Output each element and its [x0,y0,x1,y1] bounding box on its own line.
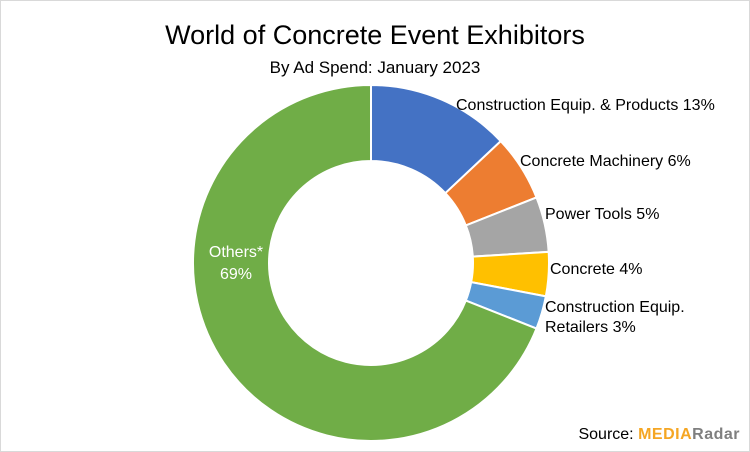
slice-others [192,83,538,442]
slice-label-others: Others* 69% [209,244,263,283]
donut-slices [192,83,550,442]
chart-title: World of Concrete Event Exhibitors [165,20,585,50]
slice-label-construction-equip-products: Construction Equip. & Products 13% [456,97,715,114]
chart-subtitle: By Ad Spend: January 2023 [269,58,481,77]
slice-label-concrete-machinery: Concrete Machinery 6% [520,153,691,170]
source-label: Source: [578,426,634,443]
source-credit: Source: MEDIARadar [578,426,740,444]
slice-label-power-tools: Power Tools 5% [545,206,659,223]
slice-label-construction-equip-retailers: Construction Equip. Retailers 3% [545,299,685,336]
slice-labels: Construction Equip. & Products 13% Concre… [209,97,715,336]
slice-label-concrete: Concrete 4% [550,261,643,278]
mediaradar-logo: MEDIARadar [638,426,740,443]
